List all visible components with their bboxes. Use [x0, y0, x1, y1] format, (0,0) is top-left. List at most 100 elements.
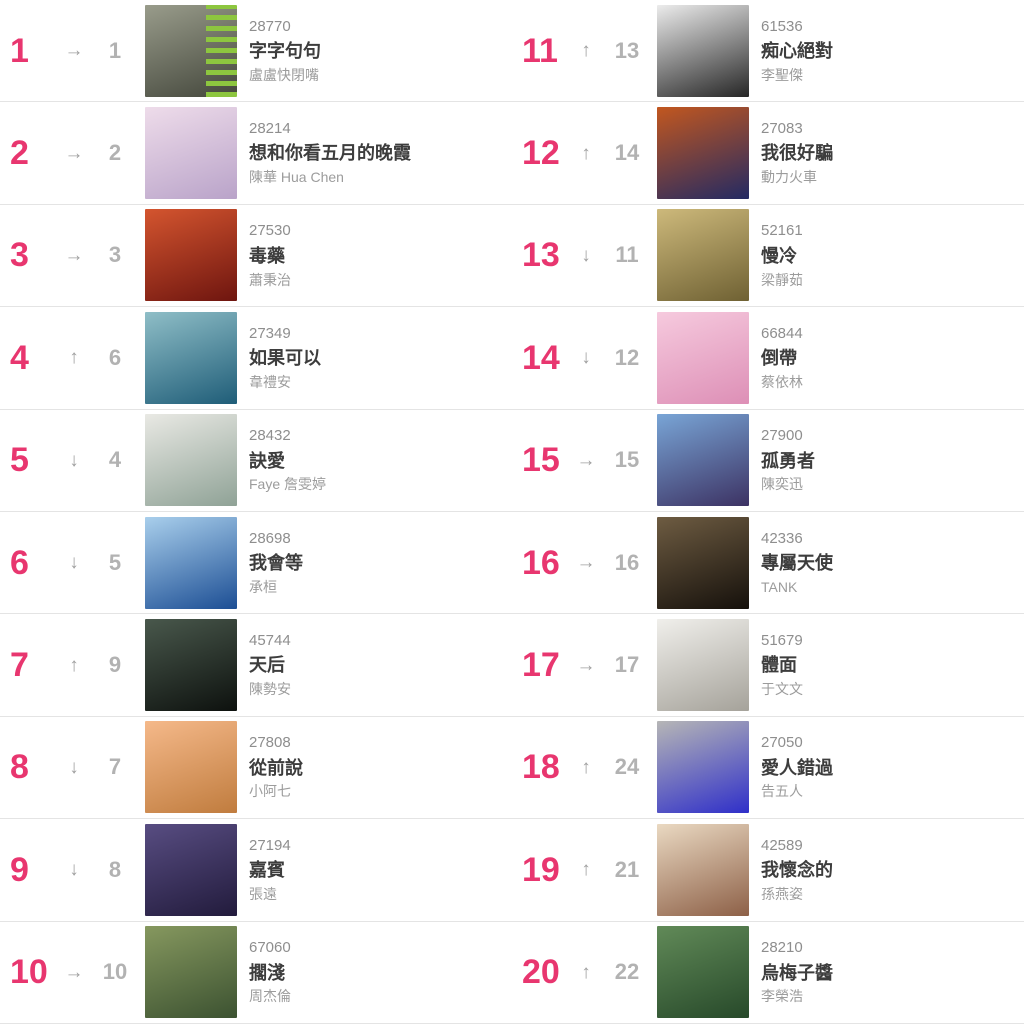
chart-row[interactable]: 13 ↓ 11 52161 慢冷 梁靜茹 — [512, 205, 1024, 308]
artist-name[interactable]: 陳奕迅 — [761, 476, 803, 493]
album-art[interactable] — [145, 516, 237, 609]
album-art[interactable] — [657, 619, 749, 712]
play-count: 67060 — [249, 939, 291, 957]
album-art[interactable] — [145, 107, 237, 200]
chart-row[interactable]: 18 ↑ 24 27050 愛人錯過 告五人 — [512, 717, 1024, 820]
previous-rank: 24 — [614, 754, 640, 780]
rank-number: 16 — [522, 543, 560, 582]
chart-row[interactable]: 8 ↓ 7 27808 從前說 小阿七 — [0, 717, 512, 820]
album-art[interactable] — [145, 721, 237, 814]
song-title[interactable]: 痴心絕對 — [761, 41, 833, 62]
album-art[interactable] — [145, 619, 237, 712]
artist-name[interactable]: 李聖傑 — [761, 66, 803, 83]
artist-name[interactable]: 告五人 — [761, 783, 803, 800]
artist-name[interactable]: 孫燕姿 — [761, 885, 803, 902]
chart-row[interactable]: 1 → 1 28770 字字句句 盧盧快閉嘴 — [0, 0, 512, 103]
chart-row[interactable]: 9 ↓ 8 27194 嘉賓 張遠 — [0, 819, 512, 922]
song-title[interactable]: 嘉賓 — [249, 860, 285, 881]
artist-name[interactable]: 周杰倫 — [249, 988, 291, 1005]
previous-rank: 2 — [108, 140, 122, 166]
chart-row[interactable]: 2 → 2 28214 想和你看五月的晚霞 陳華 Hua Chen — [0, 102, 512, 205]
album-art[interactable] — [145, 414, 237, 507]
movement-up-icon: ↑ — [69, 347, 79, 369]
artist-name[interactable]: 陳勢安 — [249, 681, 291, 698]
song-title[interactable]: 烏梅子醬 — [761, 962, 833, 983]
song-title[interactable]: 專屬天使 — [761, 553, 833, 573]
artist-name[interactable]: 盧盧快閉嘴 — [249, 66, 319, 83]
album-art[interactable] — [657, 823, 749, 916]
play-count: 27530 — [249, 222, 291, 240]
song-title[interactable]: 天后 — [249, 655, 285, 676]
rank-number: 17 — [522, 646, 560, 685]
chart-row[interactable]: 10 → 10 67060 擱淺 周杰倫 — [0, 922, 512, 1024]
song-title[interactable]: 倒帶 — [761, 348, 797, 369]
album-art[interactable] — [657, 926, 749, 1019]
album-art[interactable] — [145, 926, 237, 1019]
previous-rank: 6 — [108, 344, 122, 370]
album-art[interactable] — [145, 311, 237, 404]
chart-row[interactable]: 4 ↑ 6 27349 如果可以 韋禮安 — [0, 307, 512, 410]
album-art[interactable] — [657, 516, 749, 609]
song-title[interactable]: 我很好騙 — [761, 143, 833, 164]
artist-name[interactable]: 韋禮安 — [249, 373, 291, 390]
chart-row[interactable]: 15 → 15 27900 孤勇者 陳奕迅 — [512, 410, 1024, 512]
play-count: 27900 — [761, 427, 803, 445]
chart-row[interactable]: 16 → 16 42336 專屬天使 TANK — [512, 512, 1024, 615]
artist-name[interactable]: 動力火車 — [761, 169, 817, 186]
artist-name[interactable]: 蕭秉治 — [249, 271, 291, 288]
chart-row[interactable]: 19 ↑ 21 42589 我懷念的 孫燕姿 — [512, 819, 1024, 922]
song-title[interactable]: 訣愛 — [249, 450, 285, 471]
song-title[interactable]: 想和你看五月的晚霞 — [249, 143, 411, 164]
song-info: 45744 天后 陳勢安 — [249, 632, 291, 698]
artist-name[interactable]: 梁靜茹 — [761, 271, 803, 288]
album-art[interactable] — [145, 4, 237, 97]
artist-name[interactable]: 小阿七 — [249, 783, 291, 800]
album-art[interactable] — [145, 823, 237, 916]
song-title[interactable]: 愛人錯過 — [761, 757, 833, 778]
song-title[interactable]: 擱淺 — [249, 962, 285, 983]
artist-name[interactable]: 李榮浩 — [761, 988, 803, 1005]
artist-name[interactable]: Faye 詹雯婷 — [249, 476, 327, 493]
song-title[interactable]: 如果可以 — [249, 348, 321, 369]
chart-row[interactable]: 17 → 17 51679 體面 于文文 — [512, 614, 1024, 717]
song-info: 27083 我很好騙 動力火車 — [761, 119, 833, 186]
movement-same-icon: → — [64, 244, 84, 266]
artist-name[interactable]: 于文文 — [761, 681, 803, 698]
album-art[interactable] — [657, 209, 749, 302]
album-art[interactable] — [657, 721, 749, 814]
play-count: 27083 — [761, 119, 803, 137]
album-art[interactable] — [657, 107, 749, 200]
chart-row[interactable]: 3 → 3 27530 毒藥 蕭秉治 — [0, 205, 512, 308]
artist-name[interactable]: 承桓 — [249, 578, 277, 595]
chart-row[interactable]: 7 ↑ 9 45744 天后 陳勢安 — [0, 614, 512, 717]
chart-row[interactable]: 5 ↓ 4 28432 訣愛 Faye 詹雯婷 — [0, 410, 512, 512]
chart-row[interactable]: 11 ↑ 13 61536 痴心絕對 李聖傑 — [512, 0, 1024, 103]
previous-rank: 3 — [108, 242, 122, 268]
artist-name[interactable]: 陳華 Hua Chen — [249, 169, 344, 186]
album-art[interactable] — [657, 4, 749, 97]
song-title[interactable]: 體面 — [761, 655, 797, 676]
movement-same-icon: → — [576, 552, 596, 574]
chart-row[interactable]: 14 ↓ 12 66844 倒帶 蔡依林 — [512, 307, 1024, 410]
song-title[interactable]: 我會等 — [249, 553, 303, 573]
artist-name[interactable]: 張遠 — [249, 885, 277, 902]
song-title[interactable]: 從前說 — [249, 757, 303, 778]
chart-row[interactable]: 20 ↑ 22 28210 烏梅子醬 李榮浩 — [512, 922, 1024, 1024]
album-art[interactable] — [145, 209, 237, 302]
artist-name[interactable]: 蔡依林 — [761, 373, 803, 390]
previous-rank: 14 — [614, 140, 640, 166]
song-title[interactable]: 字字句句 — [249, 41, 321, 62]
previous-rank: 8 — [108, 856, 122, 882]
album-art[interactable] — [657, 311, 749, 404]
song-title[interactable]: 孤勇者 — [761, 450, 815, 471]
chart-row[interactable]: 6 ↓ 5 28698 我會等 承桓 — [0, 512, 512, 615]
artist-name[interactable]: TANK — [761, 578, 798, 595]
song-title[interactable]: 毒藥 — [249, 245, 285, 266]
chart-row[interactable]: 12 ↑ 14 27083 我很好騙 動力火車 — [512, 102, 1024, 205]
album-art[interactable] — [657, 414, 749, 507]
previous-rank: 1 — [108, 37, 122, 63]
song-title[interactable]: 我懷念的 — [761, 860, 833, 881]
song-info: 27050 愛人錯過 告五人 — [761, 735, 833, 800]
song-title[interactable]: 慢冷 — [761, 245, 797, 266]
